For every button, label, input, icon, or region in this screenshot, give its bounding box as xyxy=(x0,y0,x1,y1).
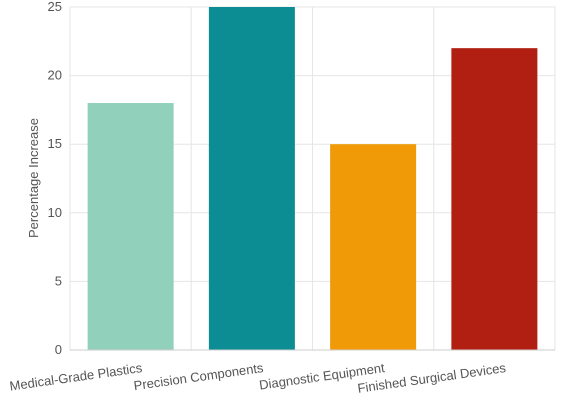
bar-precision-components[interactable] xyxy=(208,7,295,350)
bars xyxy=(87,7,538,350)
x-tick-label: Precision Components xyxy=(133,360,265,393)
y-tick-labels: 0 5 10 15 20 25 xyxy=(48,0,62,357)
y-tick-label: 15 xyxy=(48,136,62,151)
bar-medical-grade-plastics[interactable] xyxy=(87,103,174,350)
y-axis-title: Percentage Increase xyxy=(26,118,41,238)
y-tick-label: 5 xyxy=(55,273,62,288)
y-tick-label: 10 xyxy=(48,205,62,220)
x-tick-label: Medical-Grade Plastics xyxy=(9,360,144,394)
y-tick-label: 0 xyxy=(55,342,62,357)
y-tick-label: 20 xyxy=(48,68,62,83)
y-tick-label: 25 xyxy=(48,0,62,14)
bar-diagnostic-equipment[interactable] xyxy=(330,144,417,350)
bar-finished-surgical-devices[interactable] xyxy=(451,48,538,350)
